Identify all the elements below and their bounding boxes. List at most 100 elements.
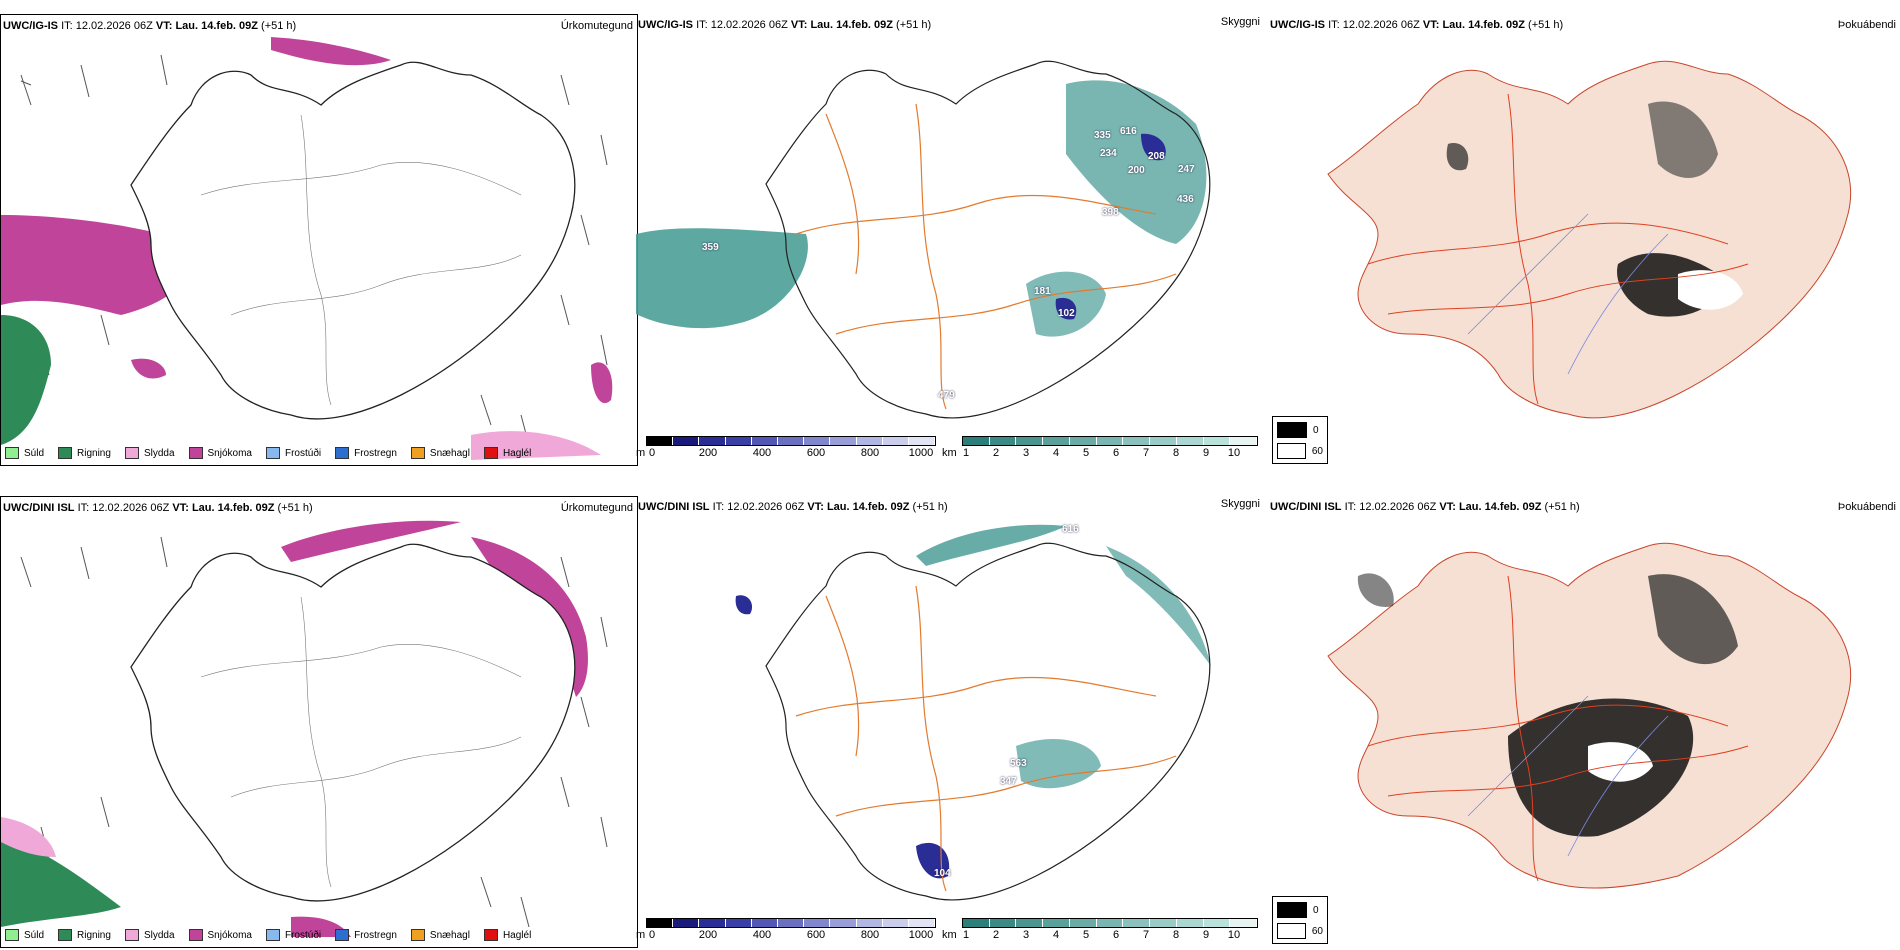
fog-map [1327,542,1852,889]
precip-panel-igis: UWC/IG-IS IT: 12.02.2026 06Z VT: Lau. 14… [0,14,638,466]
fog-key: 0 60 [1272,416,1328,464]
spot-label: 359 [702,242,719,253]
tick-label: 400 [752,447,772,459]
spot-label: 181 [1034,286,1051,297]
tick-label: 200 [698,447,718,459]
field-name: Skyggni [1220,16,1260,28]
island-outline [765,542,1211,901]
legend-item: Súld [5,929,44,941]
tick-label: 200 [698,929,718,941]
panel-title: UWC/IG-IS IT: 12.02.2026 06Z VT: Lau. 14… [3,20,297,32]
legend-item: Snjókoma [188,929,252,941]
panel-title: UWC/IG-IS IT: 12.02.2026 06Z VT: Lau. 14… [638,19,932,31]
visibility-area [1055,297,1077,320]
roads [200,596,522,888]
tick-label: 0 [648,929,656,941]
tick-label: 800 [860,447,880,459]
fog-key-label: 0 [1313,424,1319,436]
precip-legend: Súld Rigning Slydda Snjókoma Frostúði Fr… [5,447,531,459]
tick-label: 10 [1227,447,1241,459]
panel-title: UWC/IG-IS IT: 12.02.2026 06Z VT: Lau. 14… [1270,19,1564,31]
tick-label: 9 [1202,447,1210,459]
tick-label: 0 [648,447,656,459]
visibility-colorbar: km 1 2 3 4 5 6 7 8 9 10 [942,436,1258,460]
island-outline [130,543,576,902]
tick-label: 7 [1142,929,1150,941]
tick-label: 1000 [908,929,934,941]
tick-label: 6 [1112,929,1120,941]
rivers [1467,213,1669,375]
legend-item: Frostúði [265,929,321,941]
spot-label: 247 [1178,164,1195,175]
spot-label: 479 [938,390,955,401]
precip-panel-dini: UWC/DINI ISL IT: 12.02.2026 06Z VT: Lau.… [0,496,638,948]
spot-label: 398 [1102,207,1119,218]
cloud-map [735,524,1211,901]
cloud-panel-igis: UWC/IG-IS IT: 12.02.2026 06Z VT: Lau. 14… [636,14,1260,466]
fog-panel-dini: UWC/DINI ISL IT: 12.02.2026 06Z VT: Lau.… [1268,496,1900,896]
legend-item: Snæhagl [410,447,470,459]
spot-label: 104 [934,868,951,879]
rain-area [1,837,121,927]
tick-label: 600 [806,929,826,941]
tick-label: 2 [992,929,1000,941]
spot-label: 234 [1100,148,1117,159]
tick-label: 800 [860,929,880,941]
glacier [1588,742,1653,782]
spot-label: 208 [1148,151,1165,162]
tick-label: 400 [752,929,772,941]
ceiling-area [1066,80,1207,244]
legend-item: Frostregn [335,929,397,941]
glacier [1678,270,1743,310]
tick-label: 4 [1052,929,1060,941]
legend-item: Slydda [124,929,175,941]
sleet-area [1,817,56,857]
field-name: Skyggni [1220,498,1260,510]
spot-label: 563 [1010,758,1027,769]
field-name: Úrkomutegund [560,20,633,32]
cloud-panel-dini: UWC/DINI ISL IT: 12.02.2026 06Z VT: Lau.… [636,496,1260,948]
visibility-area [1141,133,1166,161]
legend-item: Frostúði [265,447,321,459]
precip-legend: Súld Rigning Slydda Snjókoma Frostúði Fr… [5,929,531,941]
island-land [1327,60,1852,419]
tick-label: 8 [1172,447,1180,459]
tick-label: 4 [1052,447,1060,459]
roads [1367,93,1749,405]
tick-label: 1000 [908,447,934,459]
spot-label: 436 [1177,194,1194,205]
spot-label: 200 [1128,165,1145,176]
legend-item: Snæhagl [410,929,470,941]
tick-label: 8 [1172,929,1180,941]
roads [200,114,522,406]
rain-area [1,315,51,445]
ceiling-unit: m [636,929,646,941]
tick-label: 5 [1082,447,1090,459]
visibility-unit: km [942,929,957,941]
precip-map [1,520,608,937]
ceiling-area [916,524,1066,566]
visibility-colorbar: km 1 2 3 4 5 6 7 8 9 10 [942,918,1258,942]
fog-key-label: 0 [1313,904,1319,916]
fog-area [1446,143,1469,171]
legend-item: Slydda [124,447,175,459]
island-outline [130,61,576,420]
legend-item: Haglél [483,929,531,941]
field-name: Þokuábendi [1837,501,1896,513]
panel-title: UWC/DINI ISL IT: 12.02.2026 06Z VT: Lau.… [638,501,948,513]
snow-area [131,358,166,379]
roads [795,103,1177,410]
tick-label: 1 [962,447,970,459]
fog-map [1327,60,1852,419]
tick-label: 3 [1022,929,1030,941]
snow-area [471,537,588,697]
cloud-map [636,60,1211,419]
tick-label: 2 [992,447,1000,459]
panel-title: UWC/DINI ISL IT: 12.02.2026 06Z VT: Lau.… [1270,501,1580,513]
ceiling-unit: m [636,447,646,459]
fog-area [1648,574,1738,665]
visibility-unit: km [942,447,957,459]
spot-label: 102 [1058,308,1075,319]
tick-label: 3 [1022,447,1030,459]
island-outline [765,60,1211,419]
